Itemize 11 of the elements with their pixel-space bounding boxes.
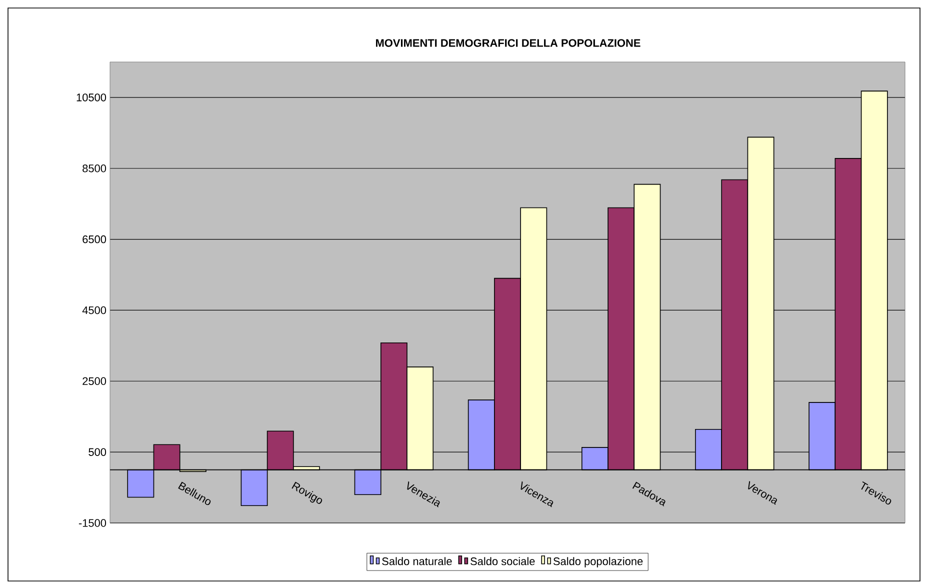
y-tick-label: -1500 <box>78 519 106 527</box>
legend-label: Saldo sociale <box>470 557 535 566</box>
y-tick-label: 500 <box>88 448 106 456</box>
y-tick-label: 10500 <box>76 94 106 102</box>
y-tick-label: 2500 <box>82 377 106 386</box>
legend-label: Saldo naturale <box>382 557 452 566</box>
chart-title: MOVIMENTI DEMOGRAFICI DELLA POPOLAZIONE <box>376 39 640 47</box>
legend-label: Saldo popolazione <box>553 557 643 568</box>
y-tick-label: 8500 <box>82 164 106 172</box>
y-tick-label: 6500 <box>82 235 106 244</box>
y-tick-label: 4500 <box>82 306 106 314</box>
